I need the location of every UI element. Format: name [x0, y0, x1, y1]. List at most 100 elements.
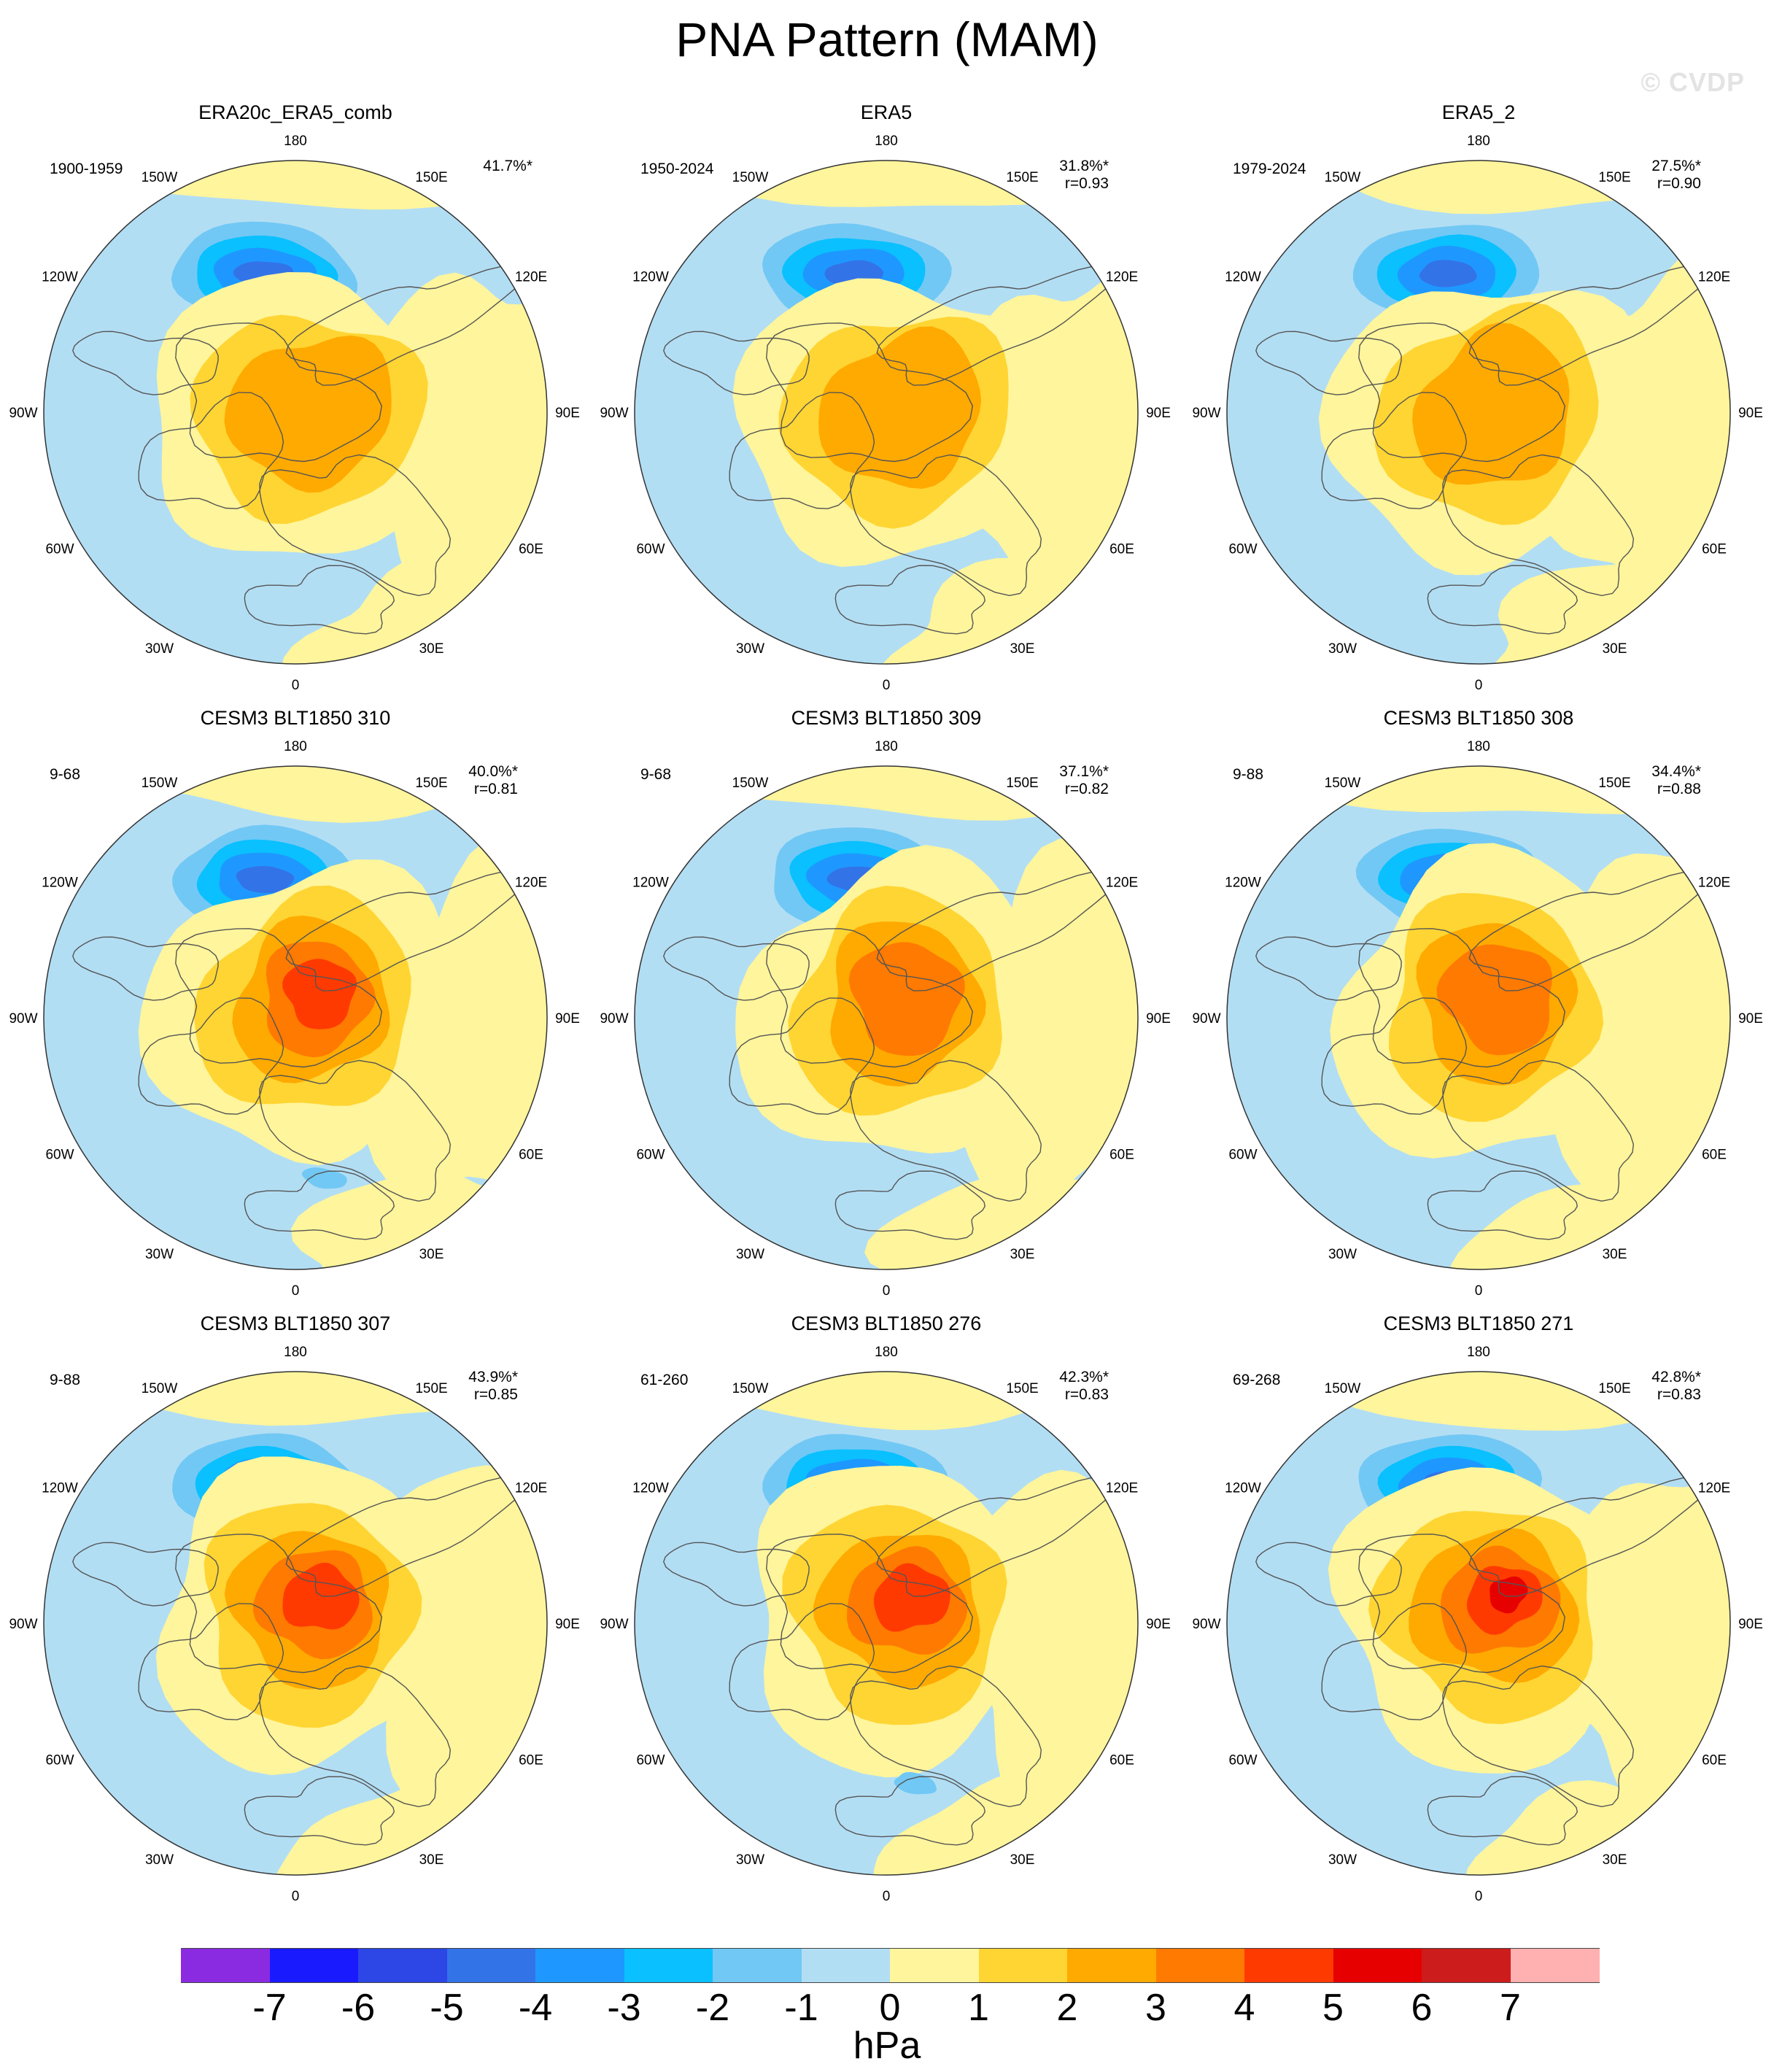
longitude-label: 90E — [1738, 406, 1763, 421]
longitude-label: 120E — [1106, 875, 1138, 891]
map-panel: 180 150E 120E 90E 60E 30E 0 30W 60W 90W 120W 150W ER… — [591, 101, 1182, 700]
coastline — [244, 1776, 395, 1846]
longitude-label: 0 — [292, 1283, 300, 1299]
map-panel: 180 150E 120E 90E 60E 30E 0 30W 60W 90W 120W 150W CE… — [1183, 707, 1774, 1306]
longitude-label: 90E — [1738, 1617, 1763, 1632]
panel-years: 61-260 — [640, 1372, 689, 1388]
colorbar-swatch — [1067, 1948, 1156, 1983]
colorbar-tick-label: -6 — [341, 1987, 376, 2029]
longitude-label: 120E — [515, 270, 547, 285]
longitude-label: 90W — [1192, 406, 1220, 421]
pattern-correlation: r=0.88 — [1657, 781, 1701, 797]
panel-stats: 27.5%* r=0.90 — [1651, 158, 1701, 193]
panel-title: CESM3 BLT1850 276 — [791, 1313, 982, 1334]
longitude-label: 30E — [419, 1852, 444, 1868]
colorbar-tick-label: -5 — [430, 1987, 464, 2029]
negative-anomaly-contour — [1419, 260, 1477, 287]
coastline — [729, 392, 875, 509]
coastline — [1468, 264, 1713, 386]
colorbar-tick-label: -1 — [784, 1987, 818, 2029]
colorbar-swatch — [801, 1948, 891, 1983]
coastline — [138, 1603, 284, 1720]
negative-anomaly-contour — [236, 866, 295, 893]
panel-title: CESM3 BLT1850 310 — [200, 707, 391, 729]
map-panel: 180 150E 120E 90E 60E 30E 0 30W 60W 90W 120W 150W CE… — [1183, 1313, 1774, 1911]
longitude-label: 90W — [9, 406, 37, 421]
coastline — [138, 997, 284, 1115]
coastline — [1321, 392, 1468, 509]
polar-map: 180 150E 120E 90E 60E 30E 0 30W 60W 90W 120W 150W — [1192, 1345, 1763, 1904]
longitude-label: 60E — [1109, 1148, 1134, 1163]
colorbar-swatch — [181, 1948, 270, 1983]
panel-stats: 43.9%* r=0.85 — [468, 1369, 518, 1404]
polar-map: 180 150E 120E 90E 60E 30E 0 30W 60W 90W 120W 150W — [1192, 134, 1763, 693]
coastline — [663, 936, 810, 1001]
pattern-correlation: r=0.90 — [1657, 175, 1701, 192]
coastline — [1255, 330, 1402, 395]
longitude-label: 150W — [142, 1381, 178, 1396]
panel-years: 1950-2024 — [640, 161, 714, 177]
longitude-label: 120W — [1225, 875, 1261, 891]
panel-stats: 42.8%* r=0.83 — [1651, 1369, 1701, 1404]
panel-title: CESM3 BLT1850 309 — [791, 707, 982, 729]
panel-years: 9-88 — [50, 1372, 81, 1388]
longitude-label: 120E — [1106, 270, 1138, 285]
longitude-label: 0 — [1475, 678, 1483, 693]
polar-map: 180 150E 120E 90E 60E 30E 0 30W 60W 90W 120W 150W — [600, 134, 1170, 693]
coastline — [1442, 1059, 1635, 1202]
colorbar-tick-label: 0 — [879, 1987, 901, 2029]
colorbar-tick-label: 5 — [1322, 1987, 1344, 2029]
colorbar-tick-label: -4 — [518, 1987, 553, 2029]
longitude-label: 60W — [45, 542, 74, 557]
longitude-label: 90W — [600, 1011, 628, 1027]
longitude-label: 30E — [419, 1247, 444, 1262]
longitude-label: 30W — [1328, 1247, 1357, 1262]
longitude-label: 60W — [636, 542, 665, 557]
colorbar-swatch — [1510, 1948, 1600, 1983]
colorbar-swatch — [446, 1948, 536, 1983]
coastline — [285, 870, 530, 991]
colorbar-swatch — [713, 1948, 802, 1983]
panel-years: 9-88 — [1233, 766, 1264, 783]
longitude-label: 30W — [145, 1852, 174, 1868]
positive-anomaly-contour — [818, 326, 982, 489]
colorbar-swatch — [890, 1948, 979, 1983]
coastline — [1321, 997, 1468, 1115]
panel-stats: 40.0%* r=0.81 — [468, 763, 518, 798]
longitude-label: 0 — [292, 1889, 300, 1904]
colorbar-tick-label: 3 — [1145, 1987, 1166, 2029]
colorbar-units: hPa — [853, 2025, 921, 2067]
coastline — [259, 454, 452, 597]
longitude-label: 60E — [1702, 1148, 1727, 1163]
pattern-correlation: r=0.83 — [1064, 1386, 1109, 1403]
longitude-label: 120E — [515, 875, 547, 891]
coastline — [259, 1059, 452, 1202]
coastline — [175, 1534, 383, 1674]
longitude-label: 150E — [1006, 776, 1038, 791]
positive-anomaly-contour — [1412, 322, 1570, 485]
panel-title: CESM3 BLT1850 271 — [1383, 1313, 1574, 1334]
longitude-label: 150E — [415, 776, 447, 791]
longitude-label: 90E — [555, 1617, 580, 1632]
pattern-correlation: r=0.85 — [473, 1386, 518, 1403]
polar-map: 180 150E 120E 90E 60E 30E 0 30W 60W 90W 120W 150W — [9, 134, 579, 693]
longitude-label: 90W — [9, 1011, 37, 1027]
polar-map: 180 150E 120E 90E 60E 30E 0 30W 60W 90W 120W 150W — [9, 1345, 580, 1904]
coastline — [850, 454, 1042, 597]
colorbar-swatch — [978, 1948, 1068, 1983]
coastline — [766, 322, 974, 463]
longitude-label: 30E — [1603, 1852, 1627, 1868]
panel-title: CESM3 BLT1850 307 — [200, 1313, 391, 1334]
longitude-label: 120W — [42, 1481, 78, 1496]
panel-years: 69-268 — [1233, 1372, 1281, 1388]
panel-stats: 34.4%* r=0.88 — [1651, 763, 1701, 798]
longitude-label: 90W — [1192, 1617, 1220, 1632]
coastline — [1427, 1170, 1579, 1240]
coastline — [1442, 1665, 1635, 1808]
longitude-label: 60E — [519, 1753, 543, 1768]
coastline — [1468, 870, 1713, 991]
cvdp-watermark: © CVDP — [1641, 67, 1745, 97]
longitude-label: 150W — [1325, 170, 1361, 185]
coastline — [72, 1542, 219, 1607]
longitude-label: 120W — [1225, 270, 1261, 285]
